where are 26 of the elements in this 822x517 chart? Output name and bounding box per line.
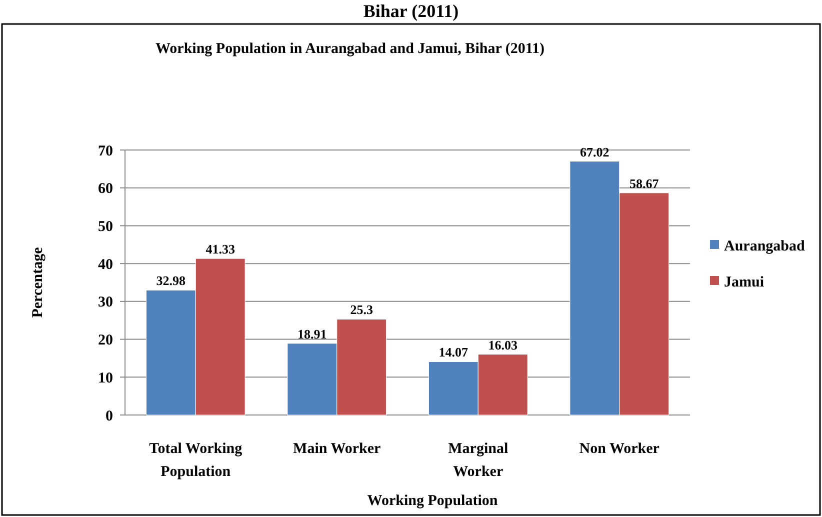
data-label: 58.67 — [629, 176, 660, 191]
data-label: 16.03 — [488, 337, 518, 352]
data-label: 25.3 — [350, 302, 374, 318]
x-tick-label: Non Worker — [579, 441, 660, 457]
data-label: 41.33 — [206, 242, 236, 257]
data-label: 14.07 — [438, 344, 469, 360]
data-label: 32.98 — [156, 273, 186, 288]
y-tick-label: 70 — [98, 143, 113, 160]
x-tick-label: Main Worker — [293, 441, 382, 457]
x-tick-label: Marginal Worker — [448, 441, 508, 480]
x-tick-label: Total Working Population — [149, 441, 243, 480]
y-tick-label: 10 — [98, 370, 113, 386]
data-label: 67.02 — [580, 144, 610, 160]
y-axis-title: Percentage — [30, 246, 46, 318]
legend-label: Jamui — [724, 274, 764, 290]
y-tick-label: 20 — [98, 332, 113, 349]
text: Bihar (2011) — [363, 1, 459, 21]
y-tick-label: 50 — [98, 218, 113, 235]
y-tick-label: 60 — [98, 181, 113, 198]
chart-title: Working Population in Aurangabad and Jamui, Bihar (2011) — [156, 41, 544, 57]
y-tick-label: 0 — [106, 408, 113, 424]
y-tick-label: 30 — [98, 294, 113, 311]
data-label: 18.91 — [298, 326, 327, 342]
y-tick-label: 40 — [98, 256, 113, 273]
legend-label: Aurangabad — [724, 238, 806, 254]
x-axis-title: Working Population — [367, 493, 498, 509]
